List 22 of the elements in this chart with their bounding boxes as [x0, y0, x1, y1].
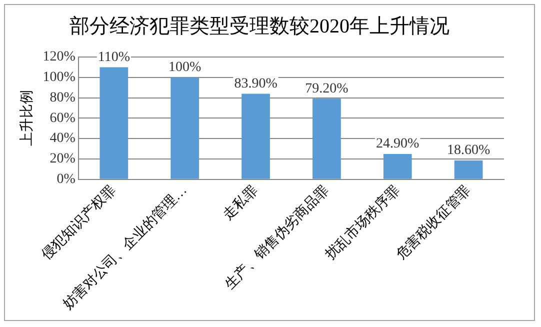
- bar: [454, 160, 483, 179]
- bar: [100, 67, 128, 179]
- bar: [312, 98, 341, 179]
- y-tick-label: 20%: [50, 152, 76, 167]
- bar: [383, 154, 412, 179]
- data-label: 110%: [98, 50, 130, 65]
- chart-title: 部分经济犯罪类型受理数较2020年上升情况: [70, 15, 450, 38]
- x-tick-label: 走私罪: [220, 182, 262, 224]
- y-tick-label: 80%: [50, 90, 76, 106]
- data-label: 79.20%: [305, 81, 349, 96]
- bar: [170, 77, 200, 179]
- data-label: 24.90%: [376, 136, 420, 152]
- y-tick-label: 120%: [42, 50, 76, 65]
- data-label: 18.60%: [446, 143, 490, 158]
- y-tick-label: 40%: [50, 131, 76, 146]
- y-tick-label: 100%: [42, 70, 76, 86]
- y-axis-title: 上升比例: [19, 90, 36, 146]
- data-label: 100%: [168, 60, 202, 76]
- data-label: 83.90%: [234, 76, 278, 92]
- y-tick-label: 0%: [56, 172, 76, 187]
- y-tick-label: 60%: [50, 110, 76, 126]
- bar: [242, 94, 270, 179]
